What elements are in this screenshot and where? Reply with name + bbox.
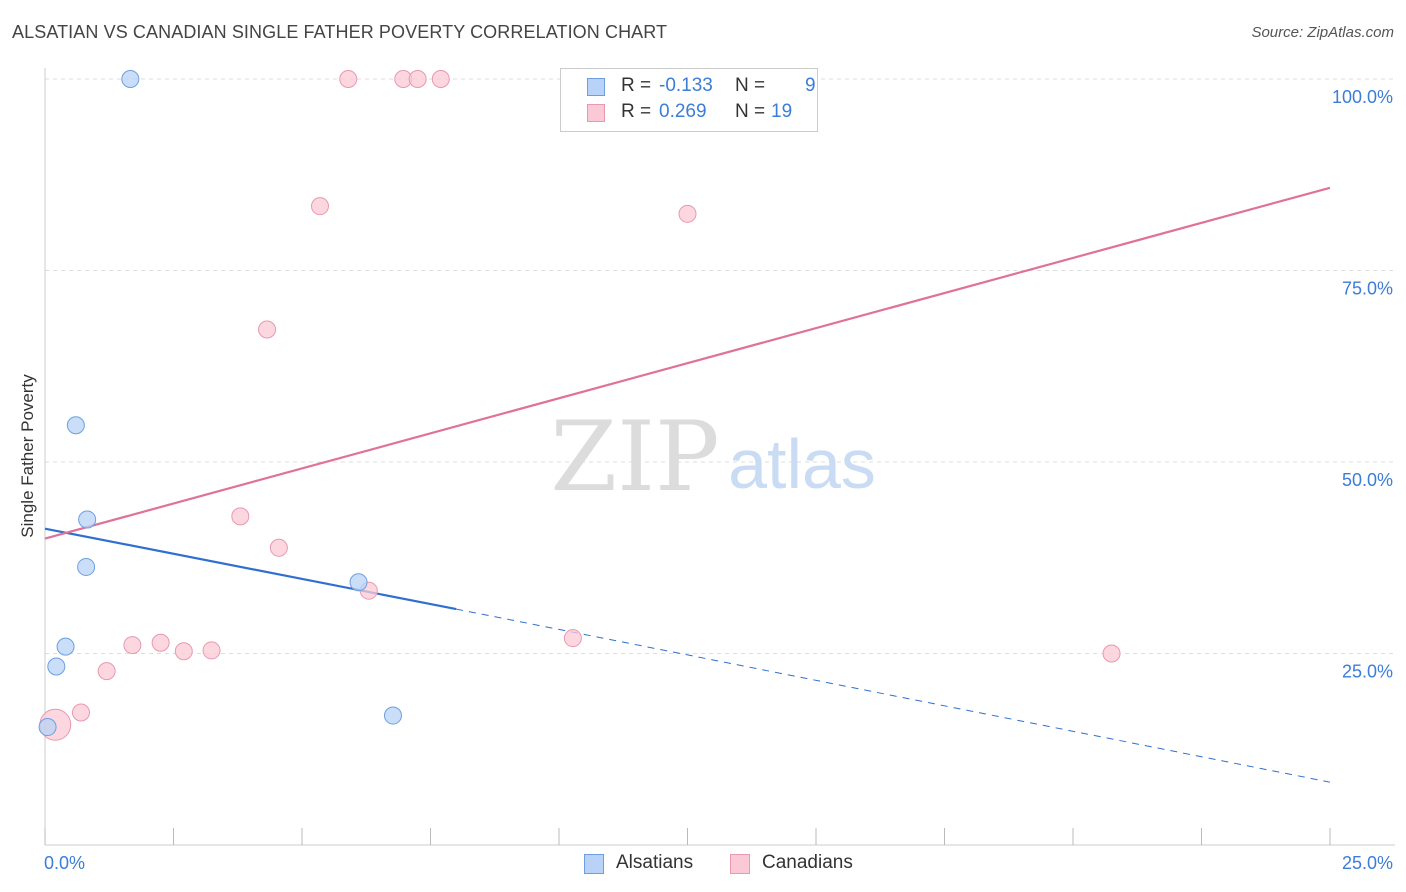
point-canadians (123, 636, 142, 655)
point-canadians (269, 538, 288, 557)
y-tick-label: 75.0% (1342, 279, 1393, 299)
watermark-zip: ZIP (550, 401, 719, 513)
r-value: -0.133 (659, 75, 713, 96)
canadians-label: Canadians (762, 852, 853, 873)
trend-layer (44, 186, 1331, 783)
y-tick-label: 50.0% (1342, 470, 1393, 490)
point-alsatians (66, 416, 85, 435)
r-label: R = (621, 101, 652, 122)
trendline-alsatians (44, 527, 457, 611)
canadians-swatch (587, 104, 605, 122)
point-canadians (408, 70, 427, 88)
trendline-canadians (44, 186, 1331, 540)
point-canadians (97, 662, 116, 681)
point-canadians (678, 204, 697, 223)
n-value: 19 (771, 101, 793, 122)
point-alsatians (349, 573, 368, 592)
point-alsatians (38, 718, 57, 737)
point-canadians (258, 320, 277, 339)
point-canadians (174, 642, 193, 661)
tick-labels: 25.0% 50.0% 75.0% 100.0% 0.0% 25.0% (44, 87, 1393, 873)
y-tick-label: 25.0% (1342, 662, 1393, 682)
r-label: R = (621, 75, 652, 96)
canadians-swatch (730, 854, 750, 874)
points-layer (38, 70, 1121, 741)
point-canadians (563, 629, 582, 648)
chart-title: ALSATIAN VS CANADIAN SINGLE FATHER POVER… (12, 22, 668, 42)
point-canadians (310, 197, 329, 216)
point-canadians (339, 70, 358, 88)
n-label: N = (735, 101, 766, 122)
point-alsatians (56, 637, 75, 656)
alsatians-label: Alsatians (616, 852, 694, 873)
point-canadians (1102, 644, 1121, 663)
y-tick-label: 100.0% (1332, 87, 1393, 107)
point-alsatians (47, 657, 66, 676)
n-label: N = (735, 75, 766, 96)
watermark-atlas: atlas (728, 425, 876, 503)
axis-layer (44, 68, 1395, 846)
point-alsatians (78, 510, 97, 529)
point-canadians (431, 70, 450, 88)
correlation-legend: R = -0.133 N = 9 R = 0.269 N = 19 (560, 68, 818, 132)
r-value: 0.269 (659, 101, 707, 122)
trendline-alsatians-extrapolated (456, 608, 1331, 783)
alsatians-swatch (587, 78, 605, 96)
y-axis-label: Single Father Poverty (18, 374, 37, 538)
x-tick-label: 25.0% (1342, 853, 1393, 873)
point-canadians (71, 703, 90, 722)
point-canadians (202, 641, 221, 660)
alsatians-swatch (584, 854, 604, 874)
x-tick-label: 0.0% (44, 853, 85, 873)
n-value: 9 (805, 75, 816, 96)
point-canadians (231, 507, 250, 526)
point-canadians (151, 633, 170, 652)
source-credit: Source: ZipAtlas.com (1251, 24, 1394, 41)
point-alsatians (77, 557, 96, 576)
point-alsatians (121, 70, 140, 88)
point-alsatians (383, 706, 402, 725)
